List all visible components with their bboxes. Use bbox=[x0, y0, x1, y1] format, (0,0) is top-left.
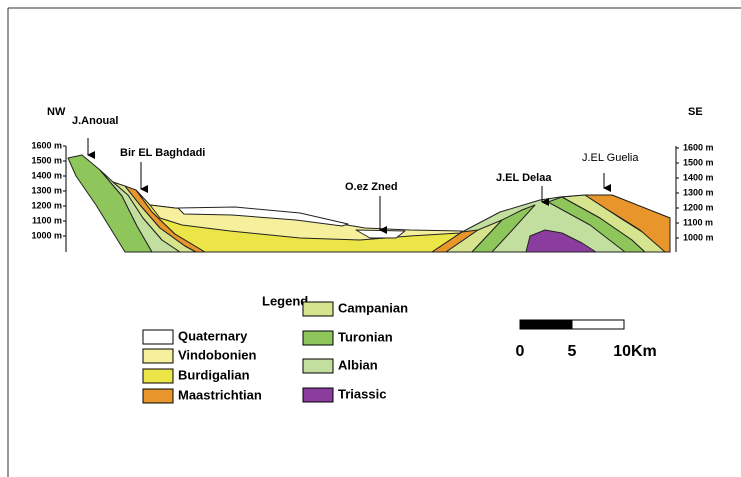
legend-label: Turonian bbox=[338, 329, 393, 344]
elevation-label: 1400 m bbox=[31, 170, 62, 180]
legend-label: Campanian bbox=[338, 300, 408, 315]
legend: Quaternary Vindobonien Burdigalian Maastric… bbox=[143, 300, 408, 403]
elevation-label: 1300 m bbox=[31, 185, 62, 195]
elevation-label: 1600 m bbox=[683, 142, 714, 152]
scale-labels: 0 5 10Km bbox=[516, 343, 657, 360]
elevation-label: 1000 m bbox=[31, 230, 62, 240]
legend-swatch bbox=[143, 330, 173, 344]
place-label: J.Anoual bbox=[72, 115, 118, 127]
elevation-label: 1000 m bbox=[683, 232, 714, 242]
place-label: J.EL Guelia bbox=[582, 152, 639, 164]
legend-label: Maastrichtian bbox=[178, 387, 262, 402]
direction-label: SE bbox=[688, 106, 703, 118]
place-label: Bir EL Baghdadi bbox=[120, 147, 205, 159]
elevation-label: 1200 m bbox=[31, 200, 62, 210]
legend-swatch bbox=[143, 389, 173, 403]
legend-label: Vindobonien bbox=[178, 347, 257, 362]
place-label: O.ez Zned bbox=[345, 181, 398, 193]
scale-bar-black bbox=[520, 320, 572, 329]
elevation-label: 1500 m bbox=[683, 157, 714, 167]
legend-swatch bbox=[303, 302, 333, 316]
legend-label: Albian bbox=[338, 357, 378, 372]
legend-swatch bbox=[303, 359, 333, 373]
place-label: J.EL Delaa bbox=[496, 172, 552, 184]
elevation-label: 1100 m bbox=[683, 217, 713, 227]
elevation-label: 1200 m bbox=[683, 202, 714, 212]
elevation-label: 1500 m bbox=[31, 155, 62, 165]
cross-section-figure: NW J.Anoual Bir EL Baghdadi O.ez Zned J.… bbox=[0, 0, 741, 477]
legend-title: Legend bbox=[262, 293, 308, 308]
cross-section bbox=[68, 155, 670, 252]
direction-label: NW bbox=[47, 106, 66, 118]
legend-label: Quaternary bbox=[178, 328, 248, 343]
scale-bar-white bbox=[572, 320, 624, 329]
legend-label: Burdigalian bbox=[178, 367, 250, 382]
elevation-label: 1100 m bbox=[32, 215, 62, 225]
legend-swatch bbox=[143, 349, 173, 363]
legend-label: Triassic bbox=[338, 386, 386, 401]
scale-label: 10Km bbox=[613, 343, 657, 360]
elevation-label: 1300 m bbox=[683, 187, 714, 197]
scale-label: 0 bbox=[516, 343, 525, 360]
legend-swatch bbox=[303, 331, 333, 345]
legend-swatch bbox=[143, 369, 173, 383]
scale-label: 5 bbox=[568, 343, 577, 360]
legend-swatch bbox=[303, 388, 333, 402]
elevation-label: 1600 m bbox=[31, 140, 62, 150]
elevation-label: 1400 m bbox=[683, 172, 714, 182]
